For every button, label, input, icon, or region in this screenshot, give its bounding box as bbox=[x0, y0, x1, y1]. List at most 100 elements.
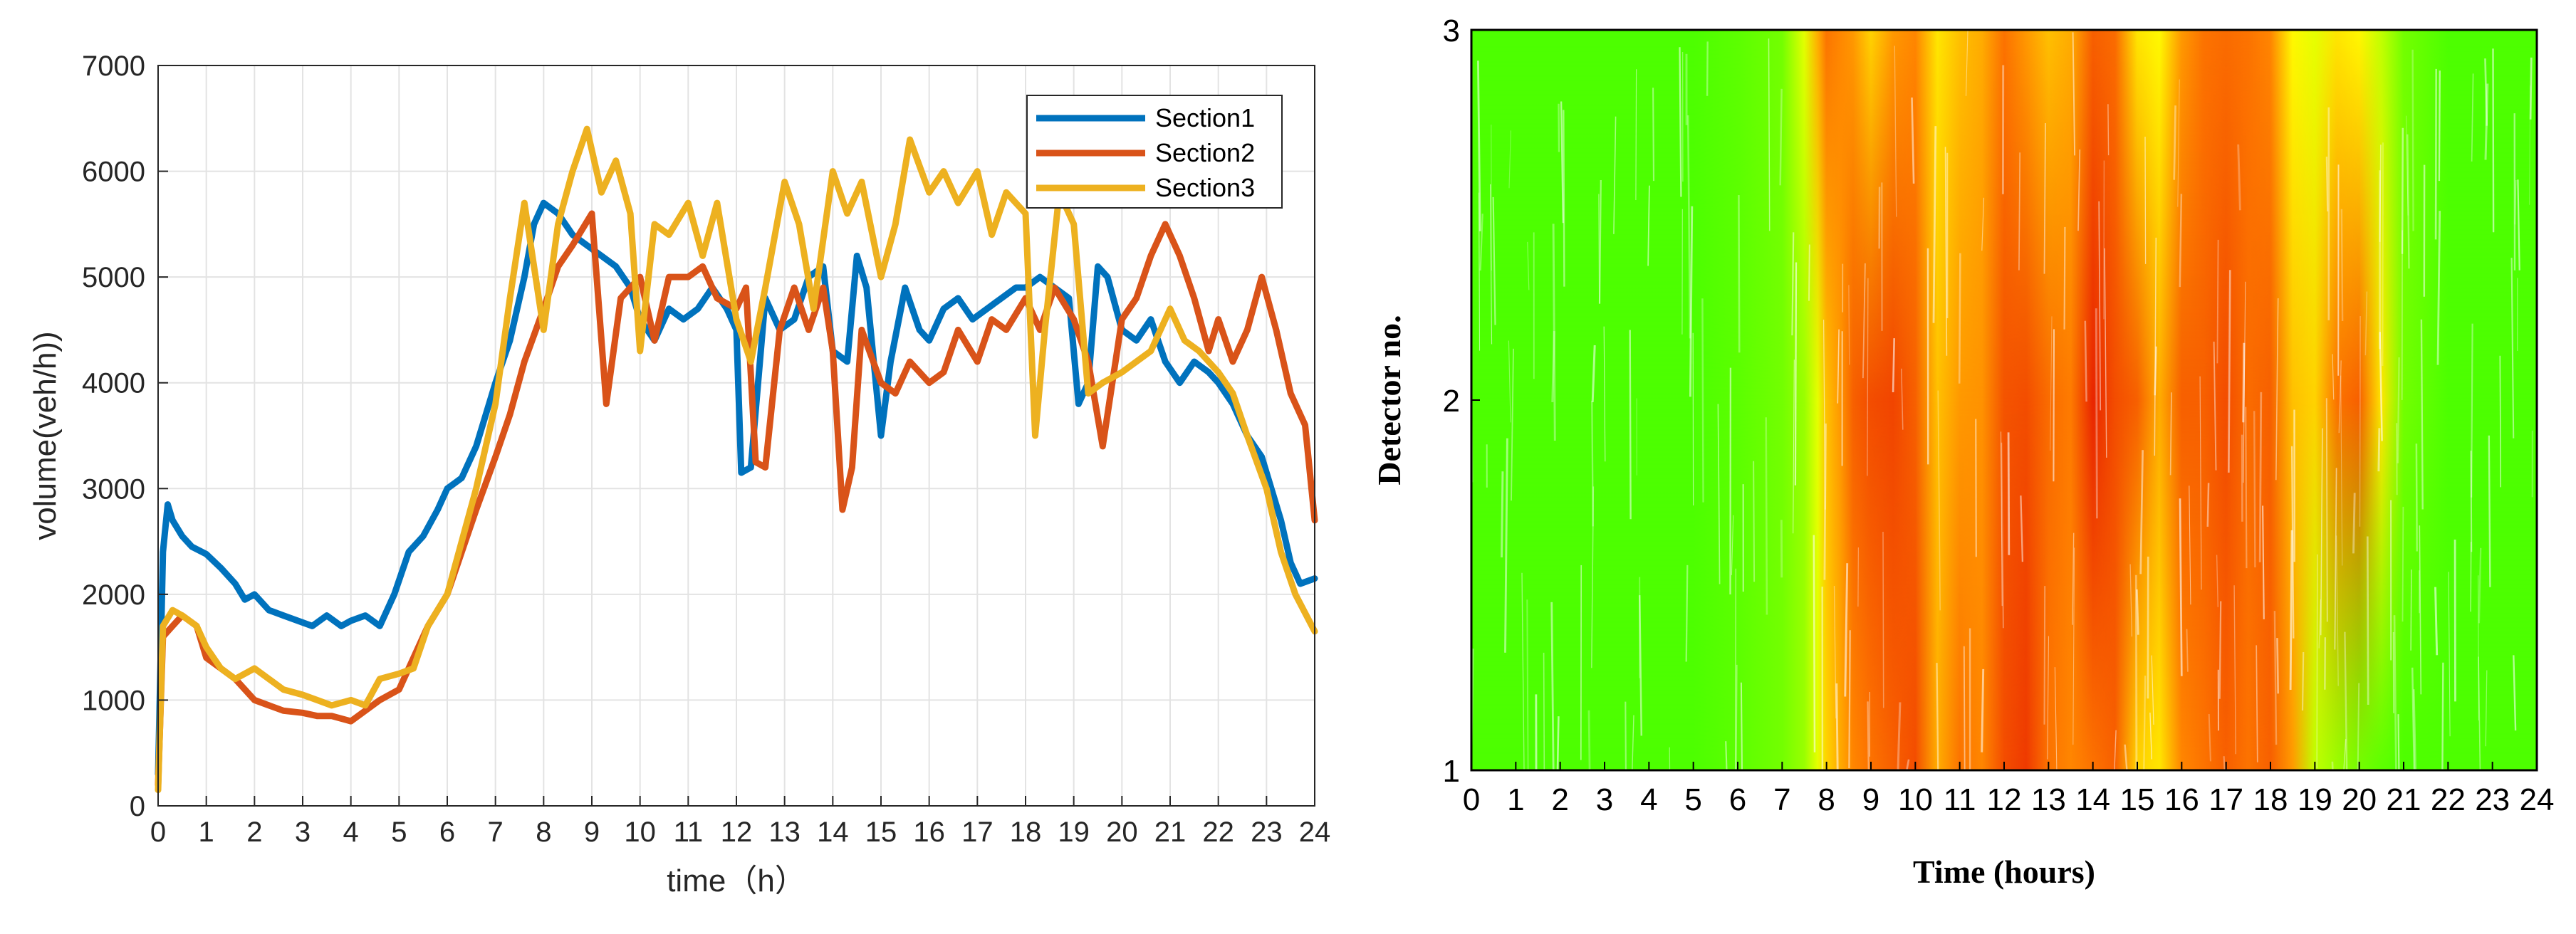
heatmap-streak bbox=[2213, 341, 2217, 471]
heatmap-streak bbox=[2343, 739, 2347, 770]
heatmap-streak bbox=[2510, 258, 2515, 439]
heatmap-streak bbox=[2513, 655, 2517, 731]
left-xtick-label-14: 14 bbox=[817, 817, 849, 848]
volume-line-chart: 0 1 2 3 4 5 6 7 8 9 10 11 12 13 14 15 16 17 18 19 20 21 22 23 24… bbox=[28, 51, 1330, 898]
right-xtick-label-12: 12 bbox=[1987, 782, 2022, 817]
heatmap-streak bbox=[1848, 630, 1851, 769]
heatmap-streak bbox=[2223, 756, 2226, 770]
heatmap-streak bbox=[2420, 319, 2424, 510]
heatmap-streak bbox=[2478, 656, 2481, 770]
heatmap-streak bbox=[1550, 602, 1555, 770]
right-xtick-label-13: 13 bbox=[2031, 782, 2066, 817]
right-xtick-label-8: 8 bbox=[1818, 782, 1835, 817]
heatmap-streak bbox=[2233, 585, 2237, 755]
heatmap-streak bbox=[2084, 320, 2087, 402]
heatmap-streak bbox=[2514, 179, 2517, 225]
left-xtick-label-0: 0 bbox=[150, 817, 166, 848]
right-xtick-label-5: 5 bbox=[1684, 782, 1701, 817]
heatmap-streak bbox=[2072, 32, 2076, 156]
heatmap-texture bbox=[1471, 31, 2533, 770]
heatmap-streak bbox=[2095, 308, 2098, 519]
heatmap-streak bbox=[2173, 105, 2176, 180]
left-xtick-label-3: 3 bbox=[295, 817, 311, 848]
heatmap-streak bbox=[2114, 730, 2117, 770]
heatmap-streak bbox=[1652, 88, 1655, 182]
right-xtick-label-2: 2 bbox=[1551, 782, 1568, 817]
left-y-axis-label: volume(veh/h)) bbox=[28, 331, 63, 540]
heatmap-streak bbox=[1779, 88, 1783, 186]
right-xtick-label-24: 24 bbox=[2520, 782, 2555, 817]
heatmap-streak bbox=[1563, 110, 1565, 287]
heatmap-streak bbox=[2401, 127, 2404, 254]
right-xtick-label-6: 6 bbox=[1729, 782, 1746, 817]
left-xtick-label-2: 2 bbox=[246, 817, 262, 848]
heatmap-streak bbox=[1521, 572, 1525, 770]
heatmap-streak bbox=[2499, 355, 2501, 488]
heatmap-streak bbox=[1862, 263, 1866, 379]
heatmap-streak bbox=[2415, 444, 2418, 552]
right-xtick-label-15: 15 bbox=[2120, 782, 2155, 817]
heatmap-streak bbox=[1813, 535, 1816, 752]
heatmap-streak bbox=[1490, 184, 1493, 345]
heatmap-streak bbox=[2438, 70, 2441, 182]
heatmap-streak bbox=[2366, 536, 2369, 705]
heatmap-streak bbox=[2243, 281, 2246, 483]
heatmap-streak bbox=[1552, 224, 1556, 441]
heatmap-streak bbox=[1613, 116, 1617, 234]
heatmap-streak bbox=[2335, 535, 2339, 686]
heatmap-streak bbox=[2397, 357, 2400, 463]
heatmap-streak bbox=[1591, 486, 1595, 668]
heatmap-streak bbox=[2054, 667, 2058, 770]
right-xtick-label-20: 20 bbox=[2342, 782, 2377, 817]
left-xtick-label-13: 13 bbox=[768, 817, 801, 848]
heatmap-streak bbox=[2484, 83, 2489, 160]
left-xtick-label-17: 17 bbox=[961, 817, 994, 848]
heatmap-streak bbox=[2043, 122, 2046, 274]
legend: Section1 Section2 Section3 bbox=[1026, 95, 1283, 209]
heatmap-streak bbox=[1504, 438, 1508, 653]
heatmap-streak bbox=[2320, 428, 2323, 636]
left-ytick-label-6000: 6000 bbox=[82, 157, 145, 188]
heatmap-streak bbox=[2186, 629, 2189, 672]
heatmap-streak bbox=[1511, 348, 1514, 501]
legend-label-section3: Section3 bbox=[1155, 173, 1255, 202]
heatmap-streak bbox=[2104, 248, 2107, 458]
heatmap-streak bbox=[2134, 574, 2138, 770]
left-xtick-label-6: 6 bbox=[439, 817, 455, 848]
heatmap-streak bbox=[2124, 744, 2128, 770]
heatmap-streak bbox=[2256, 645, 2258, 762]
heatmap-streak bbox=[2411, 667, 2416, 770]
heatmap-streak bbox=[2478, 547, 2482, 624]
heatmap-streak bbox=[1901, 368, 1904, 430]
right-xtick-label-11: 11 bbox=[1944, 782, 1976, 817]
right-xtick-label-4: 4 bbox=[1640, 782, 1657, 817]
left-xtick-label-12: 12 bbox=[721, 817, 753, 848]
heatmap-streak bbox=[2352, 493, 2356, 554]
heatmap-streak bbox=[2471, 73, 2474, 162]
left-xtick-label-8: 8 bbox=[536, 817, 551, 848]
heatmap-streak bbox=[2441, 662, 2444, 770]
right-xtick-label-23: 23 bbox=[2475, 782, 2510, 817]
left-x-axis-label: time（h） bbox=[667, 864, 806, 898]
right-xtick-label-3: 3 bbox=[1596, 782, 1613, 817]
heatmap-streak bbox=[1508, 340, 1511, 423]
heatmap-streak bbox=[1632, 715, 1634, 770]
heatmap-streak bbox=[2072, 532, 2075, 625]
heatmap-streak bbox=[1686, 115, 1691, 339]
heatmap-streak bbox=[2144, 136, 2147, 264]
heatmap-streak bbox=[1808, 244, 1810, 301]
heatmap-streak bbox=[2273, 611, 2278, 745]
heatmap-streak bbox=[2485, 670, 2488, 747]
heatmap-streak bbox=[1701, 298, 1704, 503]
heatmap-streak bbox=[2053, 329, 2055, 482]
heatmap-streak bbox=[2077, 149, 2081, 231]
heatmap-streak bbox=[2007, 432, 2011, 555]
heatmap-streak bbox=[1738, 194, 1741, 353]
heatmap-streak bbox=[2379, 145, 2382, 242]
right-x-ticks: 0 1 2 3 4 5 6 7 8 9 10 11 12 13 14 15 16 17 18 19 20 21 22 23 24 bbox=[1463, 762, 2555, 817]
series-line-section3 bbox=[155, 125, 1318, 794]
heatmap-streak bbox=[2262, 505, 2265, 619]
heatmap-streak bbox=[2000, 431, 2003, 607]
left-xtick-label-11: 11 bbox=[674, 817, 704, 848]
left-xtick-label-1: 1 bbox=[199, 817, 214, 848]
